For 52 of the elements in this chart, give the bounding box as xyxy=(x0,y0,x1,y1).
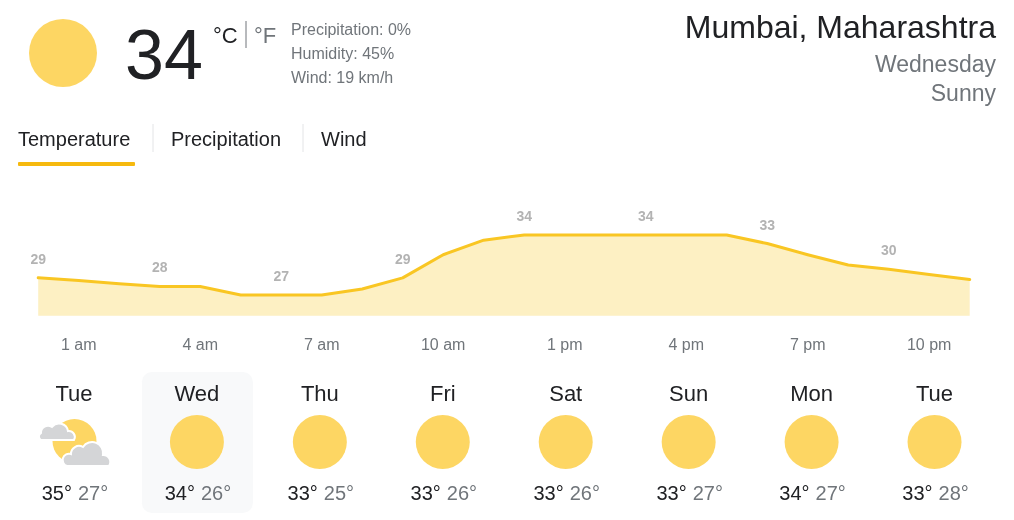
text: Humidity: 45% xyxy=(291,45,395,62)
x-tick-label: 7 am xyxy=(303,336,340,353)
annotation: 27° xyxy=(77,482,109,504)
annotation: 26° xyxy=(446,482,478,504)
annotation: 25° xyxy=(323,482,355,504)
text: Wind: 19 km/h xyxy=(291,69,394,86)
x-tick-label: 4 pm xyxy=(668,336,704,353)
text: Sunny xyxy=(930,80,997,106)
text: °F xyxy=(254,23,277,48)
annotation: 28° xyxy=(938,482,969,504)
data-label: 29 xyxy=(30,250,47,267)
text: Precipitation xyxy=(171,128,282,150)
annotation: 33° xyxy=(533,482,564,504)
x-tick-label: 1 am xyxy=(60,336,97,353)
annotation: 33° xyxy=(656,482,687,504)
data-label: 27 xyxy=(273,268,290,284)
category-label: Mon xyxy=(790,381,833,406)
text: Wednesday xyxy=(874,51,997,77)
category-label: Sun xyxy=(669,381,709,406)
data-label: 34 xyxy=(637,208,654,224)
data-label: 30 xyxy=(880,242,897,259)
category-label: Tue xyxy=(55,381,93,406)
annotation: 27° xyxy=(692,482,723,504)
annotation: 35° xyxy=(41,482,72,504)
category-label: Wed xyxy=(174,381,220,406)
data-label: 28 xyxy=(151,259,168,276)
annotation: 33° xyxy=(287,482,318,504)
text: Mumbai, Maharashtra xyxy=(684,9,997,45)
data-label: 29 xyxy=(394,250,411,267)
annotation: 33° xyxy=(902,482,933,504)
data-label: 34 xyxy=(516,208,533,224)
x-tick-label: 7 pm xyxy=(789,336,826,353)
category-label: Thu xyxy=(300,381,339,406)
data-label: 33 xyxy=(759,216,776,233)
x-tick-label: 10 pm xyxy=(906,336,952,353)
annotation: 27° xyxy=(815,482,846,504)
text: Wind xyxy=(321,128,367,150)
annotation: 26° xyxy=(569,482,600,504)
text: 34 xyxy=(125,16,203,94)
category-label: Fri xyxy=(429,381,456,406)
annotation: 33° xyxy=(410,482,441,504)
text: Precipitation: 0% xyxy=(291,21,412,38)
text: Temperature xyxy=(18,128,131,150)
category-label: Tue xyxy=(915,381,954,406)
annotation: 34° xyxy=(779,482,810,504)
x-tick-label: 4 am xyxy=(182,336,218,353)
x-tick-label: 1 pm xyxy=(546,336,583,353)
annotation: 34° xyxy=(164,482,195,504)
x-tick-label: 10 am xyxy=(420,336,466,353)
text: °C xyxy=(213,23,238,48)
annotation: 26° xyxy=(200,482,232,504)
category-label: Sat xyxy=(549,381,583,406)
